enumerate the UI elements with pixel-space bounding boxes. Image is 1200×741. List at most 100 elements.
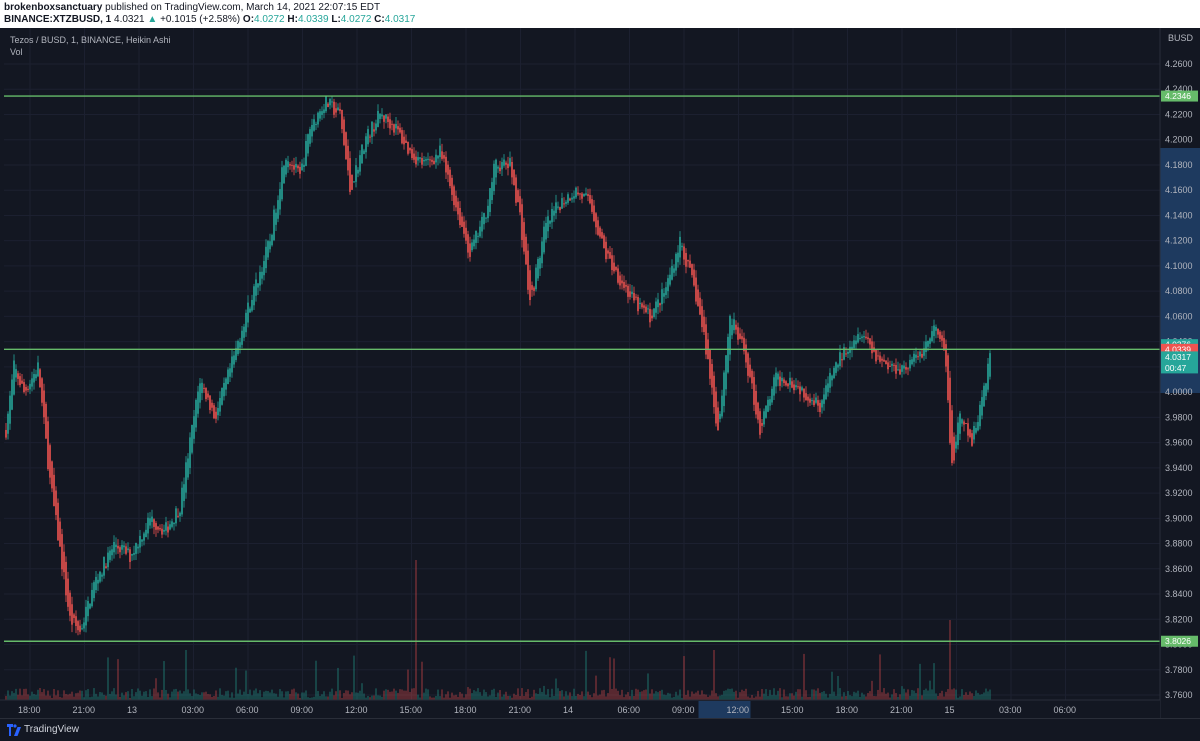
volume-bar xyxy=(955,689,957,700)
volume-bar xyxy=(807,697,809,700)
candle-body xyxy=(563,203,565,205)
volume-bar xyxy=(631,689,633,700)
volume-bar xyxy=(861,692,863,700)
volume-bar xyxy=(41,692,43,700)
volume-bar xyxy=(701,690,703,700)
volume-bar xyxy=(819,692,821,700)
x-tick-label: 14 xyxy=(563,705,573,715)
volume-bar xyxy=(425,688,427,700)
candle-body xyxy=(631,291,633,295)
volume-bar xyxy=(99,691,101,700)
volume-bar xyxy=(659,690,661,700)
candle-body xyxy=(469,243,471,257)
volume-bar xyxy=(607,693,609,700)
volume-bar xyxy=(237,693,239,700)
publisher-name[interactable]: brokenboxsanctuary xyxy=(4,2,103,13)
candle-body xyxy=(21,380,23,384)
candle-body xyxy=(169,524,171,530)
volume-bar xyxy=(529,697,531,700)
candle-body xyxy=(985,383,987,397)
volume-bar xyxy=(361,683,363,700)
y-tick-label: 4.0800 xyxy=(1165,286,1193,296)
volume-bar xyxy=(51,697,53,700)
volume-bar xyxy=(219,688,221,700)
candle-body xyxy=(43,390,45,418)
footer-bar: TradingView xyxy=(0,718,1200,741)
x-tick-label: 15 xyxy=(945,705,955,715)
volume-bar xyxy=(855,692,857,700)
candle-body xyxy=(689,260,691,268)
candle-body xyxy=(967,423,969,436)
candle-body xyxy=(423,159,425,162)
candle-body xyxy=(713,375,715,408)
candle-body xyxy=(161,528,163,535)
volume-bar xyxy=(319,696,321,700)
volume-bar xyxy=(433,697,435,700)
volume-bar xyxy=(223,695,225,700)
candle-body xyxy=(923,348,925,356)
volume-bar xyxy=(25,688,27,700)
candle-body xyxy=(539,257,541,269)
volume-bar xyxy=(603,689,605,700)
chart-frame[interactable]: BUSD 4.2600 4.2400 4.2200 4.2000 4.1800 4.1600… xyxy=(0,28,1200,718)
volume-bar xyxy=(181,693,183,700)
candle-body xyxy=(493,163,495,192)
candle-body xyxy=(597,220,599,235)
volume-bar xyxy=(207,694,209,700)
candle-body xyxy=(29,383,31,390)
volume-bar xyxy=(615,688,617,700)
level-label-text: 4.2346 xyxy=(1165,91,1191,101)
candle-body xyxy=(295,163,297,168)
volume-bar xyxy=(531,696,533,700)
volume-bar xyxy=(325,696,327,700)
candle-body xyxy=(77,621,79,631)
candle-body xyxy=(213,405,215,419)
candle-body xyxy=(709,349,711,379)
candle-body xyxy=(533,287,535,291)
candle-body xyxy=(201,382,203,394)
candle-body xyxy=(123,545,125,548)
time-axis[interactable]: 18:00 21:00 13 03:00 06:00 09:00 12:00 15:00 18:… xyxy=(0,699,1160,718)
volume-bar xyxy=(551,688,553,700)
candle-body xyxy=(767,399,769,412)
y-tick-label: 3.7600 xyxy=(1165,690,1193,700)
volume-bar xyxy=(367,695,369,700)
tradingview-brand[interactable]: TradingView xyxy=(24,724,80,735)
volume-bar xyxy=(191,696,193,700)
volume-bar xyxy=(897,696,899,700)
candle-body xyxy=(217,408,219,416)
price-axis[interactable]: BUSD 4.2600 4.2400 4.2200 4.2000 4.1800 4.1600… xyxy=(1159,28,1200,718)
volume-bar xyxy=(725,690,727,700)
volume-bar xyxy=(269,692,271,700)
axis-currency: BUSD xyxy=(1168,33,1194,43)
y-tick-label: 3.7800 xyxy=(1165,665,1193,675)
candle-body xyxy=(571,197,573,200)
volume-bar xyxy=(555,678,557,700)
candle-body xyxy=(639,302,641,305)
candle-body xyxy=(735,324,737,330)
candle-body xyxy=(297,165,299,169)
volume-bar xyxy=(677,695,679,700)
volume-bar xyxy=(751,695,753,700)
volume-bar xyxy=(773,688,775,700)
volume-bar xyxy=(97,696,99,700)
candle-body xyxy=(147,517,149,534)
candle-body xyxy=(723,372,725,407)
volume-bar xyxy=(447,691,449,700)
candle-body xyxy=(497,166,499,169)
volume-bar xyxy=(693,693,695,700)
candle-body xyxy=(437,155,439,159)
candle-body xyxy=(221,387,223,405)
y-tick-label: 4.2600 xyxy=(1165,59,1193,69)
volume-bar xyxy=(803,653,805,700)
candle-body xyxy=(583,193,585,197)
volume-bar xyxy=(699,694,701,700)
volume-bar xyxy=(905,692,907,700)
volume-bar xyxy=(395,690,397,700)
price-change: +0.1015 (+2.58%) xyxy=(160,14,241,25)
candle-body xyxy=(521,204,523,240)
volume-bar xyxy=(577,693,579,700)
candle-body xyxy=(17,373,19,379)
volume-bar xyxy=(703,694,705,700)
price-chart[interactable]: BUSD 4.2600 4.2400 4.2200 4.2000 4.1800 4.1600… xyxy=(0,28,1200,718)
